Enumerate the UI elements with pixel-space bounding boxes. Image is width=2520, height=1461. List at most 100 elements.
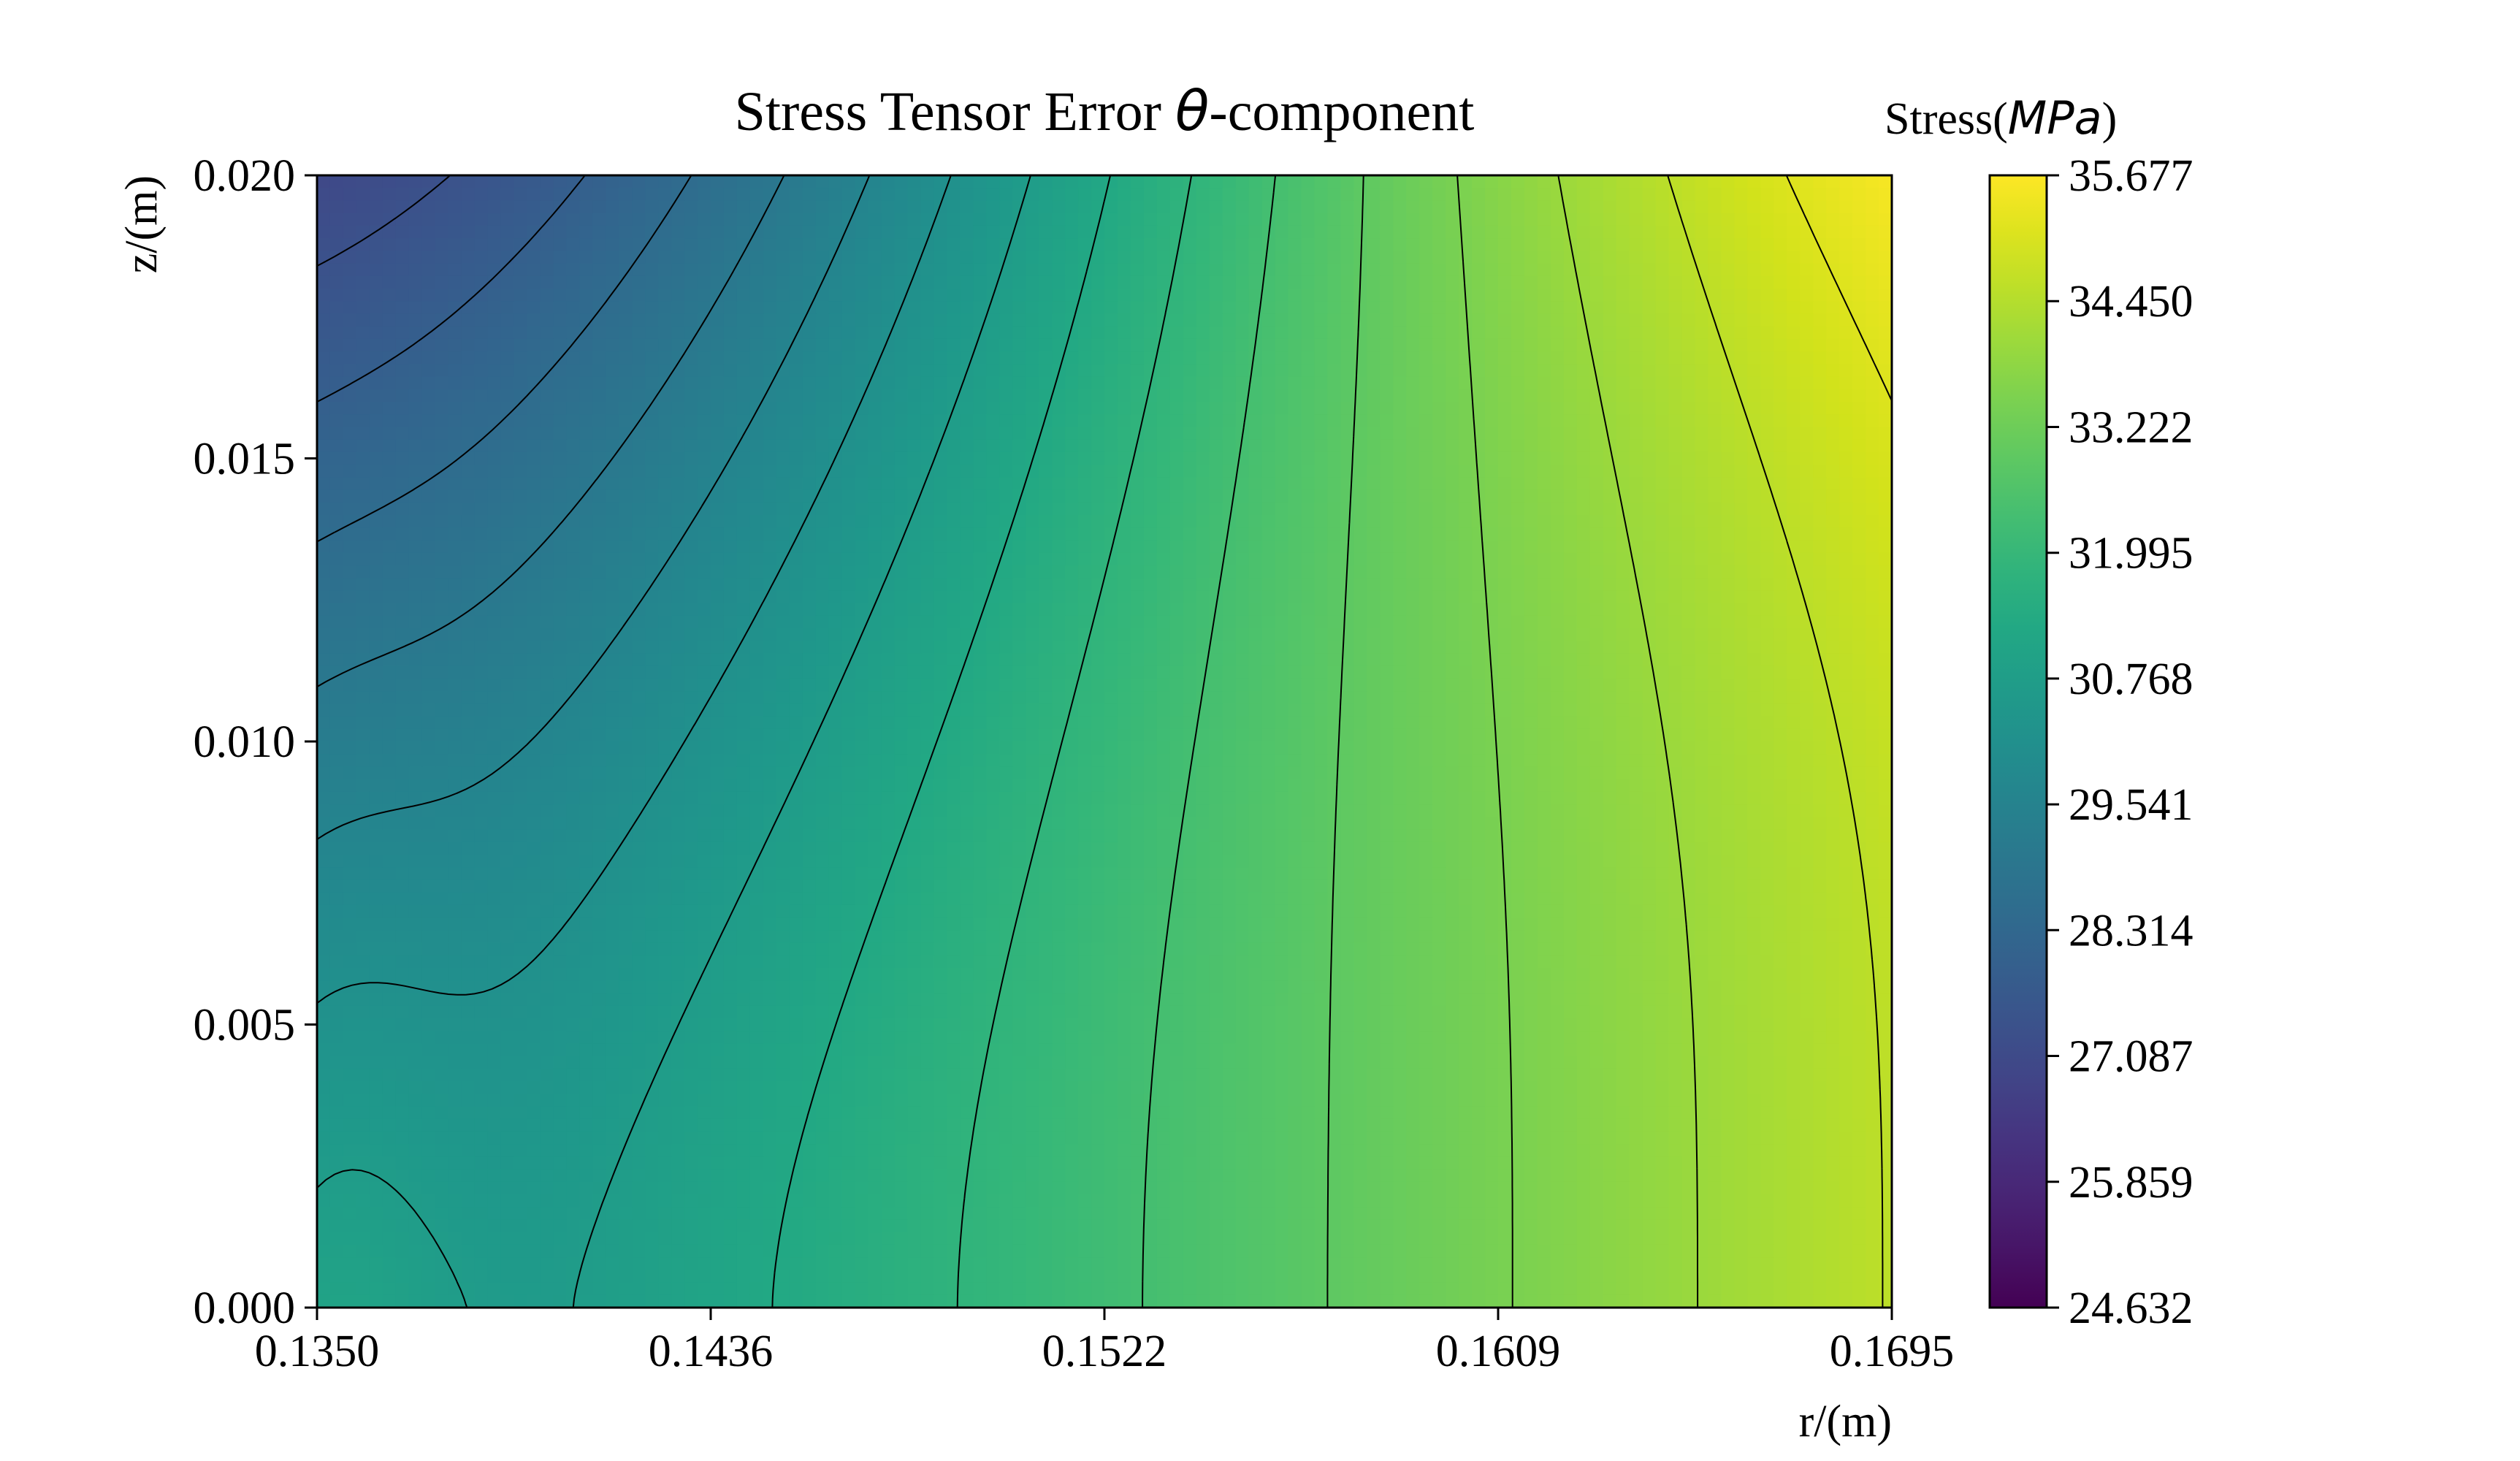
heatmap-cell — [1143, 427, 1158, 440]
heatmap-cell — [671, 376, 685, 390]
heatmap-cell — [487, 364, 502, 378]
heatmap-cell — [1275, 225, 1289, 239]
heatmap-cell — [1156, 502, 1171, 516]
heatmap-cell — [1432, 502, 1446, 516]
heatmap-cell — [1235, 527, 1250, 541]
heatmap-cell — [435, 275, 449, 289]
heatmap-cell — [1879, 641, 1892, 655]
heatmap-cell — [815, 351, 830, 365]
heatmap-cell — [841, 691, 856, 705]
heatmap-cell — [1773, 439, 1788, 453]
heatmap-cell — [1576, 641, 1591, 655]
heatmap-cell — [736, 251, 751, 264]
heatmap-cell — [1616, 301, 1630, 315]
heatmap-cell — [1117, 275, 1131, 289]
heatmap-cell — [395, 540, 410, 554]
heatmap-cell — [933, 200, 948, 214]
heatmap-cell — [487, 603, 502, 617]
heatmap-cell — [736, 653, 751, 667]
heatmap-cell — [1866, 275, 1879, 289]
heatmap-cell — [1183, 364, 1197, 378]
heatmap-cell — [553, 590, 568, 604]
heatmap-cell — [1446, 364, 1459, 378]
heatmap-cell — [1130, 200, 1145, 214]
heatmap-cell — [1589, 326, 1604, 340]
heatmap-cell — [658, 364, 672, 378]
heatmap-cell — [973, 200, 988, 214]
heatmap-cell — [1813, 678, 1827, 692]
heatmap-cell — [1261, 188, 1276, 202]
heatmap-cell — [1603, 175, 1617, 189]
heatmap-cell — [1026, 188, 1039, 202]
heatmap-cell — [1065, 540, 1079, 554]
heatmap-cell — [973, 402, 988, 416]
heatmap-cell — [461, 590, 476, 604]
heatmap-cell — [632, 275, 646, 289]
heatmap-cell — [1655, 515, 1670, 529]
heatmap-cell — [1275, 351, 1289, 365]
heatmap-cell — [684, 376, 698, 390]
heatmap-cell — [329, 665, 344, 679]
heatmap-cell — [658, 451, 672, 465]
heatmap-cell — [881, 275, 896, 289]
heatmap-cell — [973, 628, 988, 642]
heatmap-cell — [382, 678, 397, 692]
heatmap-cell — [1576, 251, 1591, 264]
heatmap-cell — [579, 465, 594, 478]
heatmap-cell — [645, 427, 659, 440]
heatmap-cell — [369, 578, 383, 592]
heatmap-cell — [1550, 502, 1565, 516]
heatmap-cell — [1655, 678, 1670, 692]
heatmap-cell — [317, 200, 331, 214]
heatmap-cell — [1773, 540, 1788, 554]
heatmap-cell — [1852, 653, 1866, 667]
heatmap-cell — [435, 527, 449, 541]
heatmap-cell — [894, 578, 909, 592]
heatmap-cell — [1681, 301, 1696, 315]
heatmap-cell — [421, 175, 436, 189]
heatmap-cell — [1091, 313, 1105, 327]
heatmap-cell — [408, 275, 423, 289]
heatmap-cell — [1091, 414, 1105, 428]
heatmap-cell — [736, 175, 751, 189]
heatmap-cell — [671, 225, 685, 239]
heatmap-cell — [1367, 665, 1381, 679]
heatmap-cell — [1039, 489, 1053, 503]
heatmap-cell — [645, 351, 659, 365]
heatmap-cell — [592, 527, 607, 541]
heatmap-cell — [1314, 653, 1329, 667]
heatmap-cell — [592, 615, 607, 629]
heatmap-cell — [1866, 653, 1879, 667]
heatmap-cell — [1498, 603, 1512, 617]
heatmap-cell — [1695, 565, 1709, 579]
heatmap-cell — [828, 275, 843, 289]
heatmap-cell — [1222, 653, 1237, 667]
heatmap-cell — [1393, 489, 1408, 503]
heatmap-cell — [723, 603, 738, 617]
heatmap-cell — [933, 578, 948, 592]
heatmap-cell — [1485, 439, 1499, 453]
heatmap-cell — [1655, 477, 1670, 491]
heatmap-cell — [1288, 603, 1302, 617]
heatmap-cell — [1039, 665, 1053, 679]
heatmap-cell — [658, 351, 672, 365]
heatmap-cell — [1879, 451, 1892, 465]
heatmap-cell — [329, 225, 344, 239]
heatmap-cell — [395, 691, 410, 705]
heatmap-cell — [1511, 615, 1525, 629]
heatmap-cell — [1117, 313, 1131, 327]
heatmap-cell — [1288, 489, 1302, 503]
heatmap-cell — [461, 565, 476, 579]
heatmap-cell — [566, 376, 581, 390]
heatmap-cell — [960, 552, 974, 566]
heatmap-cell — [960, 289, 974, 302]
heatmap-cell — [606, 351, 620, 365]
heatmap-cell — [553, 465, 568, 478]
heatmap-cell — [1655, 552, 1670, 566]
heatmap-cell — [317, 527, 331, 541]
heatmap-cell — [619, 540, 633, 554]
heatmap-cell — [1826, 489, 1840, 503]
heatmap-cell — [408, 578, 423, 592]
heatmap-cell — [1169, 641, 1184, 655]
heatmap-cell — [907, 427, 922, 440]
